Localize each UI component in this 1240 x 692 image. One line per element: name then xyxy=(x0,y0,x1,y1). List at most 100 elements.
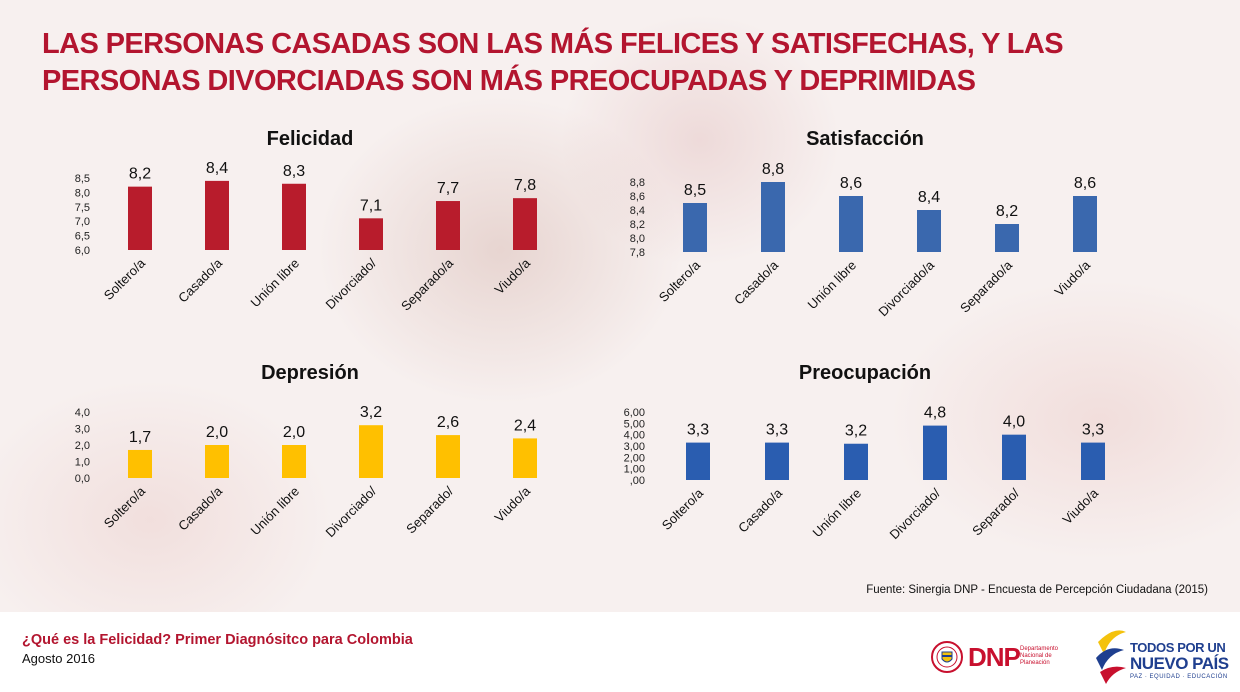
bar xyxy=(128,186,152,250)
data-label: 8,4 xyxy=(206,160,228,177)
category-label: Separado/a xyxy=(398,255,457,314)
category-label: Separado/a xyxy=(957,257,1016,316)
y-tick-label: 2,0 xyxy=(75,440,90,452)
bar xyxy=(1073,196,1097,252)
category-label: Unión libre xyxy=(248,256,303,311)
category-label: Unión libre xyxy=(248,484,303,539)
logo-text-line3: PAZ · EQUIDAD · EDUCACIÓN xyxy=(1130,674,1228,680)
bar xyxy=(1002,434,1026,480)
dnp-logo-word: DNP xyxy=(968,642,1021,672)
bar xyxy=(359,425,383,478)
y-tick-label: 8,5 xyxy=(75,173,90,185)
data-label: 3,3 xyxy=(1082,422,1104,439)
y-tick-label: 7,5 xyxy=(75,202,90,214)
data-label: 7,1 xyxy=(360,197,382,214)
colombia-coat-of-arms-icon xyxy=(931,641,963,673)
bar xyxy=(765,442,789,480)
y-tick-label: 7,8 xyxy=(630,247,645,259)
bar xyxy=(995,224,1019,252)
data-label: 4,8 xyxy=(924,405,946,422)
category-label: Divorciado/ xyxy=(323,255,380,312)
bar xyxy=(839,196,863,252)
category-label: Soltero/a xyxy=(101,483,149,531)
dnp-logo: DNP Departamento Nacional de Planeación xyxy=(930,640,1065,676)
category-label: Soltero/a xyxy=(659,485,707,533)
chart-felicidad-plot: 6,0 6,5 7,0 7,5 8,0 8,5 8,2 Soltero/a 8,4 Casado/… xyxy=(75,160,537,314)
chart-satisfaccion-plot: 7,8 8,0 8,2 8,4 8,6 8,8 8,5 Soltero/a 8,8 Casado/… xyxy=(630,161,1097,319)
data-label: 8,4 xyxy=(918,189,940,206)
bar xyxy=(761,182,785,252)
bar xyxy=(282,183,306,250)
data-label: 1,7 xyxy=(129,429,151,446)
data-label: 3,2 xyxy=(845,423,867,440)
category-label: Casado/a xyxy=(731,257,782,308)
footer-date: Agosto 2016 xyxy=(22,651,96,666)
data-label: 3,3 xyxy=(687,422,709,439)
category-label: Unión libre xyxy=(810,486,865,541)
y-tick-label: 6,0 xyxy=(75,245,90,257)
y-tick-label: 8,0 xyxy=(630,233,645,245)
category-label: Casado/a xyxy=(735,485,786,536)
bar xyxy=(436,201,460,250)
bar xyxy=(683,203,707,252)
category-label: Viudo/a xyxy=(1060,485,1102,527)
data-label: 3,3 xyxy=(766,422,788,439)
y-tick-label: 7,0 xyxy=(75,216,90,228)
y-tick-label: 8,4 xyxy=(630,205,645,217)
bar xyxy=(513,438,537,478)
data-label: 8,2 xyxy=(129,166,151,183)
chart-title: Preocupación xyxy=(798,362,932,384)
y-tick-label: 6,5 xyxy=(75,231,90,243)
chart-depresion: Depresión 0,0 1,0 2,0 3,0 4,0 1,7 Soltero/a 2,0… xyxy=(60,360,560,560)
bar xyxy=(1081,442,1105,480)
bar xyxy=(205,445,229,478)
logo-text-line1: TODOS POR UN xyxy=(1130,640,1226,655)
chart-title: Felicidad xyxy=(266,128,354,150)
data-label: 7,7 xyxy=(437,180,459,197)
bar xyxy=(436,435,460,478)
chart-depresion-plot: 0,0 1,0 2,0 3,0 4,0 1,7 Soltero/a 2,0 Casado/a 2,… xyxy=(75,404,537,540)
chart-title: Satisfacción xyxy=(806,128,924,150)
data-label: 8,2 xyxy=(996,203,1018,220)
y-tick-label: 0,0 xyxy=(75,473,90,485)
y-tick-label: 8,0 xyxy=(75,187,90,199)
chart-satisfaccion: Satisfacción 7,8 8,0 8,2 8,4 8,6 8,8 8,5 Solter… xyxy=(615,126,1115,346)
data-label: 8,8 xyxy=(762,161,784,178)
y-tick-label: 1,0 xyxy=(75,457,90,469)
category-label: Unión libre xyxy=(805,258,860,313)
data-label: 2,0 xyxy=(283,424,305,441)
dnp-logo-subtitle: Departamento Nacional de Planeación xyxy=(1020,646,1059,666)
category-label: Viudo/a xyxy=(1052,257,1094,299)
bar xyxy=(513,198,537,250)
data-label: 2,4 xyxy=(514,417,536,434)
chart-title: Depresión xyxy=(261,362,359,384)
bar xyxy=(917,210,941,252)
y-tick-label: 6,00 xyxy=(624,407,645,419)
bar xyxy=(128,449,152,478)
y-tick-label: 5,00 xyxy=(624,418,645,430)
y-tick-label: 8,2 xyxy=(630,219,645,231)
bar xyxy=(359,218,383,250)
y-tick-label: 3,0 xyxy=(75,424,90,436)
bar xyxy=(282,445,306,478)
y-tick-label: 8,8 xyxy=(630,177,645,189)
y-tick-label: 4,0 xyxy=(75,407,90,419)
category-label: Divorciado/ xyxy=(887,485,944,542)
category-label: Viudo/a xyxy=(492,255,534,297)
y-tick-label: 4,00 xyxy=(624,430,645,442)
bar xyxy=(205,180,229,250)
category-label: Divorciado/ xyxy=(323,483,380,540)
slide-headline: LAS PERSONAS CASADAS SON LAS MÁS FELICES… xyxy=(42,28,1064,97)
y-tick-label: ,00 xyxy=(630,475,645,487)
data-label: 2,0 xyxy=(206,424,228,441)
category-label: Viudo/a xyxy=(492,483,534,525)
data-label: 8,6 xyxy=(840,175,862,192)
chart-felicidad: Felicidad 6,0 6,5 7,0 7,5 8,0 8,5 8,2 Soltero/a… xyxy=(60,126,560,346)
y-tick-label: 3,00 xyxy=(624,441,645,453)
chart-preocupacion-plot: ,001,002,003,004,005,006,00 3,3 Soltero/a 3… xyxy=(624,405,1105,542)
category-label: Separado/ xyxy=(969,485,1022,538)
category-label: Divorciado/a xyxy=(875,257,937,319)
footer xyxy=(0,612,1240,692)
category-label: Soltero/a xyxy=(656,257,704,305)
category-label: Casado/a xyxy=(175,255,226,306)
